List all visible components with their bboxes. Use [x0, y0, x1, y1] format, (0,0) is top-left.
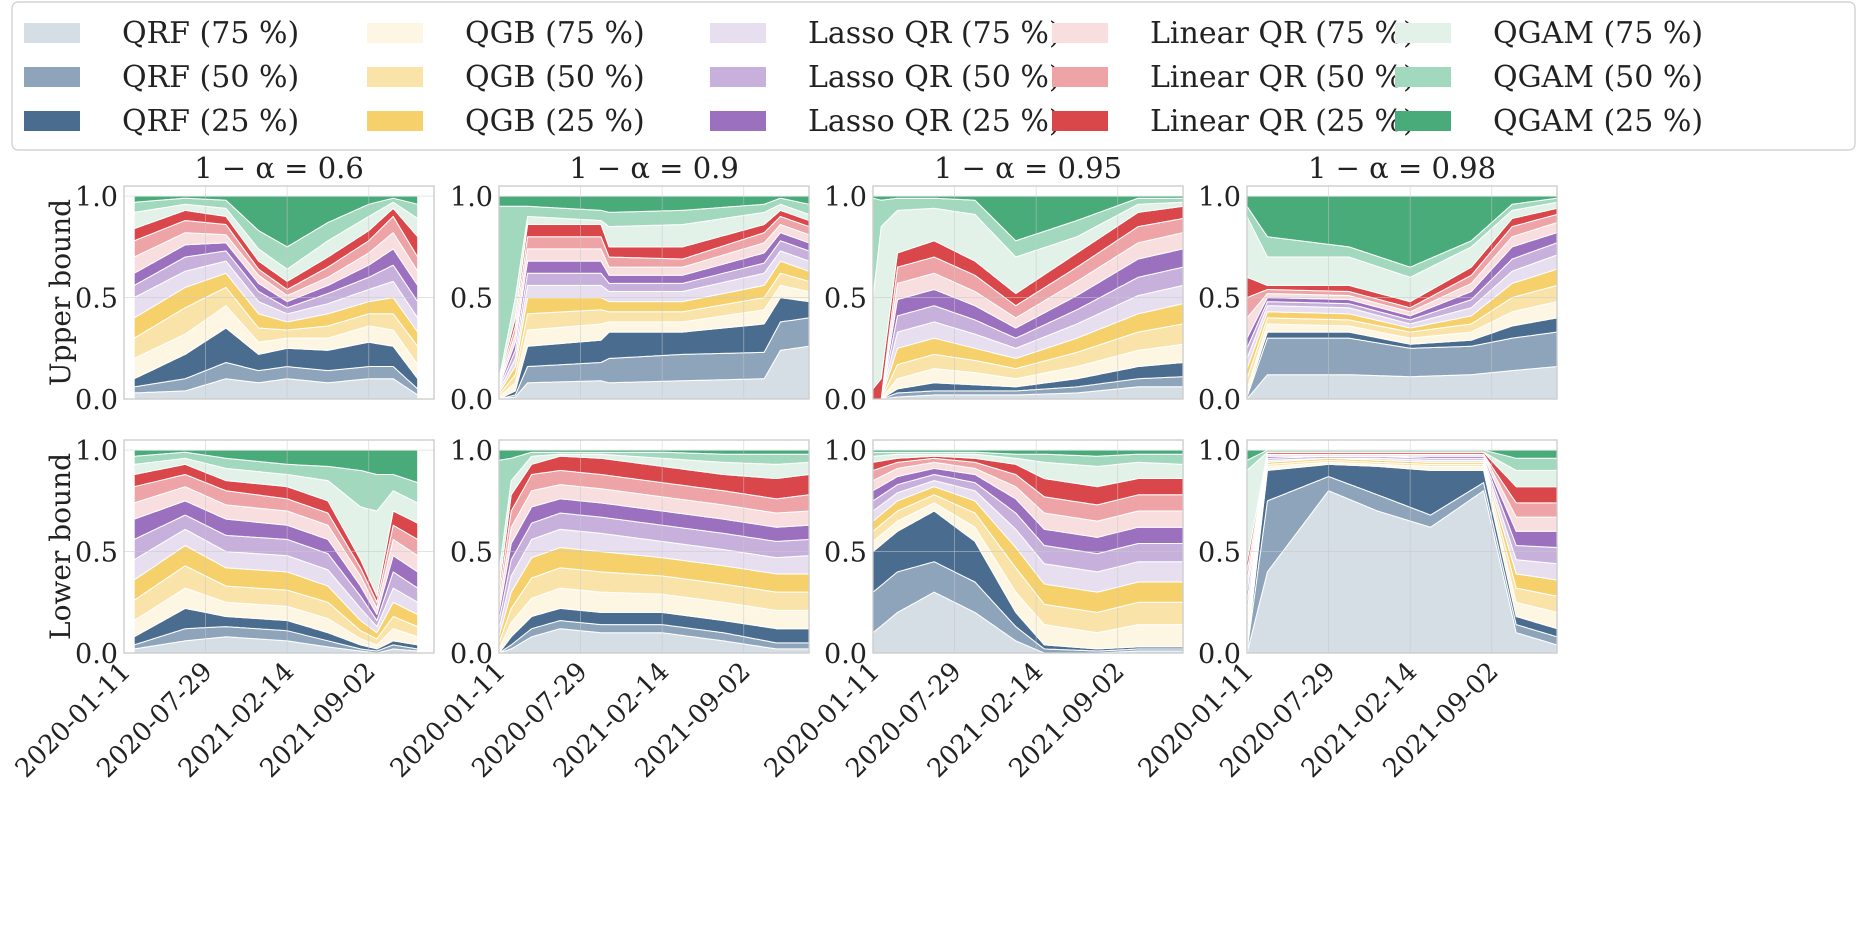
y-tick-label: 0.5 — [450, 284, 493, 315]
legend-label: Lasso QR (75 %) — [808, 16, 1061, 51]
legend: QRF (75 %) QRF (50 %) QRF (25 %) QGB (75 %)… — [11, 1, 1856, 151]
legend-swatch — [1395, 67, 1451, 87]
panel-upper-2: 1 − α = 0.95 0.0 0.5 1.0 — [824, 151, 1184, 416]
legend-label: QGB (50 %) — [465, 60, 645, 95]
row-ylabel: Lower bound — [44, 453, 77, 640]
panel-lower-3: 0.00.51.02020-01-112020-07-292021-02-142… — [1133, 436, 1558, 784]
y-tick-label: 0.5 — [824, 538, 867, 569]
column-title: 1 − α = 0.98 — [1308, 151, 1496, 185]
legend-swatch — [367, 67, 423, 87]
legend-swatch — [1395, 23, 1451, 43]
legend-label: Linear QR (25 %) — [1150, 104, 1415, 139]
y-tick-label: 0.0 — [824, 639, 867, 670]
y-tick-label: 0.5 — [450, 538, 493, 569]
legend-label: Linear QR (75 %) — [1150, 16, 1415, 51]
legend-swatch — [24, 23, 80, 43]
y-tick-label: 1.0 — [75, 182, 118, 213]
y-tick-label: 0.5 — [75, 538, 118, 569]
legend-swatch — [1052, 67, 1108, 87]
legend-swatch — [1052, 111, 1108, 131]
legend-label: QGB (75 %) — [465, 16, 645, 51]
legend-label: QGAM (50 %) — [1493, 60, 1703, 95]
axes-border — [123, 185, 435, 400]
legend-label: QRF (50 %) — [122, 60, 299, 95]
axes-border — [1246, 185, 1558, 400]
axes-border — [498, 185, 810, 400]
y-tick-label: 1.0 — [75, 436, 118, 467]
panel-upper-1: 1 − α = 0.9 0.0 0.5 1.0 — [450, 151, 810, 416]
column-title: 1 − α = 0.95 — [934, 151, 1122, 185]
legend-frame — [11, 1, 1856, 151]
legend-label: QRF (25 %) — [122, 104, 299, 139]
y-tick-label: 1.0 — [1198, 436, 1241, 467]
y-tick-label: 1.0 — [450, 182, 493, 213]
y-tick-label: 1.0 — [824, 182, 867, 213]
y-tick-label: 0.0 — [75, 385, 118, 416]
legend-swatch — [1052, 23, 1108, 43]
panel-upper-0: 1 − α = 0.6 0.0 0.5 1.0 — [75, 151, 435, 416]
legend-label: Lasso QR (25 %) — [808, 104, 1061, 139]
y-tick-label: 1.0 — [1198, 182, 1241, 213]
legend-swatch — [24, 67, 80, 87]
panel-lower-0: 0.00.51.02020-01-112020-07-292021-02-142… — [10, 436, 435, 784]
axes-border — [123, 439, 435, 654]
axes-border — [872, 185, 1184, 400]
axes-border — [872, 439, 1184, 654]
legend-label: Lasso QR (50 %) — [808, 60, 1061, 95]
axes-border — [498, 439, 810, 654]
legend-label: QGAM (25 %) — [1493, 104, 1703, 139]
legend-label: QGB (25 %) — [465, 104, 645, 139]
y-tick-label: 0.5 — [75, 284, 118, 315]
legend-swatch — [367, 23, 423, 43]
legend-swatch — [367, 111, 423, 131]
legend-label: Linear QR (50 %) — [1150, 60, 1415, 95]
column-title: 1 − α = 0.6 — [194, 151, 364, 185]
y-tick-label: 0.5 — [1198, 538, 1241, 569]
y-tick-label: 0.0 — [1198, 385, 1241, 416]
y-tick-label: 1.0 — [450, 436, 493, 467]
column-title: 1 − α = 0.9 — [569, 151, 739, 185]
legend-swatch — [710, 67, 766, 87]
y-tick-label: 0.0 — [1198, 639, 1241, 670]
panel-lower-1: 0.00.51.02020-01-112020-07-292021-02-142… — [385, 436, 810, 784]
legend-label: QRF (75 %) — [122, 16, 299, 51]
y-tick-label: 1.0 — [824, 436, 867, 467]
legend-swatch — [710, 111, 766, 131]
y-tick-label: 0.5 — [1198, 284, 1241, 315]
axes-border — [1246, 439, 1558, 654]
y-tick-label: 0.0 — [450, 385, 493, 416]
legend-swatch — [710, 23, 766, 43]
y-tick-label: 0.5 — [824, 284, 867, 315]
y-tick-label: 0.0 — [75, 639, 118, 670]
panel-upper-3: 1 − α = 0.98 0.0 0.5 1.0 — [1198, 151, 1558, 416]
y-tick-label: 0.0 — [450, 639, 493, 670]
legend-label: QGAM (75 %) — [1493, 16, 1703, 51]
row-ylabel: Upper bound — [44, 199, 77, 386]
panel-lower-2: 0.00.51.02020-01-112020-07-292021-02-142… — [759, 436, 1184, 784]
legend-swatch — [24, 111, 80, 131]
legend-swatch — [1395, 111, 1451, 131]
y-tick-label: 0.0 — [824, 385, 867, 416]
